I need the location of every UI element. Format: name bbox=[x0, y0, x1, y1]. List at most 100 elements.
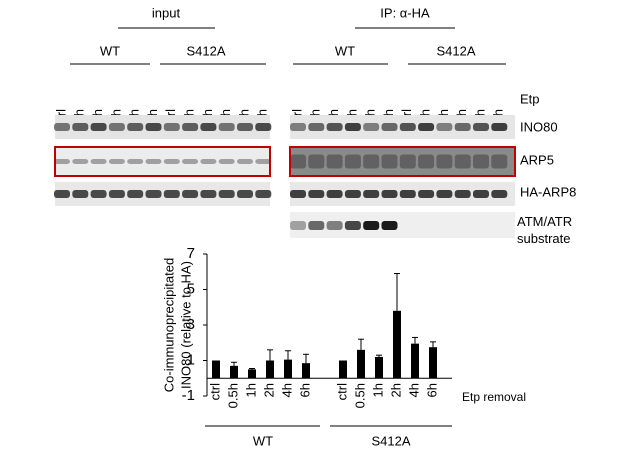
blot-band bbox=[491, 154, 508, 169]
blot-band bbox=[182, 190, 199, 198]
y-axis-title: Co-immunoprecipitated bbox=[161, 258, 176, 392]
blot-band bbox=[381, 221, 398, 230]
bar bbox=[212, 360, 220, 379]
row-label: ATM/ATR substrate bbox=[517, 214, 573, 246]
bar bbox=[375, 356, 383, 379]
blot-band bbox=[399, 123, 416, 131]
blot-band bbox=[290, 123, 306, 131]
y-tick-label: 3 bbox=[187, 316, 195, 333]
blot-band bbox=[473, 154, 489, 169]
blot-band bbox=[399, 190, 416, 198]
blot-band bbox=[436, 123, 453, 131]
blot-band bbox=[108, 123, 125, 131]
blot-band bbox=[326, 154, 343, 169]
blot-band bbox=[200, 190, 217, 198]
x-tick-label: 0.5h bbox=[225, 383, 240, 408]
group-label: WT bbox=[253, 433, 273, 448]
blot-band bbox=[308, 190, 325, 198]
blot-band bbox=[491, 190, 508, 198]
highlight-box bbox=[54, 146, 271, 177]
blot-band bbox=[108, 159, 125, 164]
group-label: S412A bbox=[371, 433, 410, 448]
x-tick-label: 1h bbox=[370, 383, 385, 397]
blot-band bbox=[145, 123, 162, 131]
group-label: WT bbox=[335, 43, 355, 58]
bar bbox=[230, 365, 238, 379]
bar bbox=[284, 359, 292, 379]
blot-band bbox=[182, 159, 199, 164]
blot-band bbox=[127, 123, 144, 131]
header-input: input bbox=[152, 5, 181, 20]
blot-band bbox=[418, 123, 435, 131]
x-tick-label: 4h bbox=[406, 383, 421, 397]
blot-band bbox=[218, 123, 235, 131]
blot-band bbox=[344, 221, 361, 230]
blot-band bbox=[436, 190, 453, 198]
blot-band bbox=[308, 221, 325, 230]
blot-band bbox=[218, 190, 235, 198]
blot-band bbox=[436, 154, 453, 169]
blot-band bbox=[90, 159, 107, 164]
x-axis-title: Etp removal bbox=[462, 390, 526, 404]
blot-band bbox=[363, 123, 380, 131]
row-label: INO80 bbox=[520, 119, 558, 134]
bar bbox=[393, 310, 401, 379]
group-label: S412A bbox=[436, 43, 475, 58]
blot-band bbox=[473, 123, 489, 131]
blot-band bbox=[200, 123, 217, 131]
blot-band bbox=[127, 159, 144, 164]
blot-band bbox=[237, 190, 253, 198]
blot-band bbox=[381, 123, 398, 131]
blot-band bbox=[290, 154, 306, 169]
blot-band bbox=[182, 123, 199, 131]
x-tick-label: 1h bbox=[243, 383, 258, 397]
blot-band bbox=[454, 154, 471, 169]
blot-band bbox=[491, 123, 508, 131]
blot-band bbox=[290, 190, 306, 198]
x-tick-label: ctrl bbox=[207, 383, 222, 400]
blot-band bbox=[381, 154, 398, 169]
blot-band bbox=[418, 190, 435, 198]
blot-band bbox=[255, 123, 272, 131]
bar bbox=[266, 360, 274, 379]
blot-band bbox=[344, 190, 361, 198]
blot-band bbox=[72, 123, 89, 131]
blot-band bbox=[326, 123, 343, 131]
blot-band bbox=[399, 154, 416, 169]
blot-band bbox=[145, 190, 162, 198]
blot-band bbox=[363, 190, 380, 198]
y-tick-label: 5 bbox=[187, 280, 195, 297]
blot-band bbox=[54, 190, 70, 198]
blot-band bbox=[326, 190, 343, 198]
y-tick-label: -1 bbox=[182, 387, 195, 404]
blot-band bbox=[163, 159, 180, 164]
blot-band bbox=[290, 221, 306, 230]
blot-band bbox=[473, 190, 489, 198]
bar bbox=[411, 343, 419, 379]
bar bbox=[357, 349, 365, 379]
blot-band bbox=[308, 123, 325, 131]
highlight-box bbox=[289, 146, 516, 177]
blot-band bbox=[163, 123, 180, 131]
bar bbox=[248, 369, 256, 379]
bar bbox=[302, 363, 310, 379]
y-tick-label: 7 bbox=[187, 245, 195, 262]
treatment-label: Etp bbox=[520, 91, 540, 106]
blot-band bbox=[418, 154, 435, 169]
bar bbox=[339, 360, 347, 379]
blot-band bbox=[218, 159, 235, 164]
y-axis-title: INO80 (relative to HA) bbox=[178, 261, 193, 389]
row-label: ARP5 bbox=[520, 152, 554, 167]
x-tick-label: 4h bbox=[279, 383, 294, 397]
blot-band bbox=[237, 123, 253, 131]
x-tick-label: 6h bbox=[424, 383, 439, 397]
group-label: WT bbox=[100, 43, 120, 58]
x-tick-label: 2h bbox=[261, 383, 276, 397]
blot-band bbox=[90, 123, 107, 131]
blot-band bbox=[308, 154, 325, 169]
blot-background bbox=[55, 147, 270, 176]
blot-band bbox=[326, 221, 343, 230]
blot-band bbox=[363, 221, 380, 230]
blot-band bbox=[72, 190, 89, 198]
